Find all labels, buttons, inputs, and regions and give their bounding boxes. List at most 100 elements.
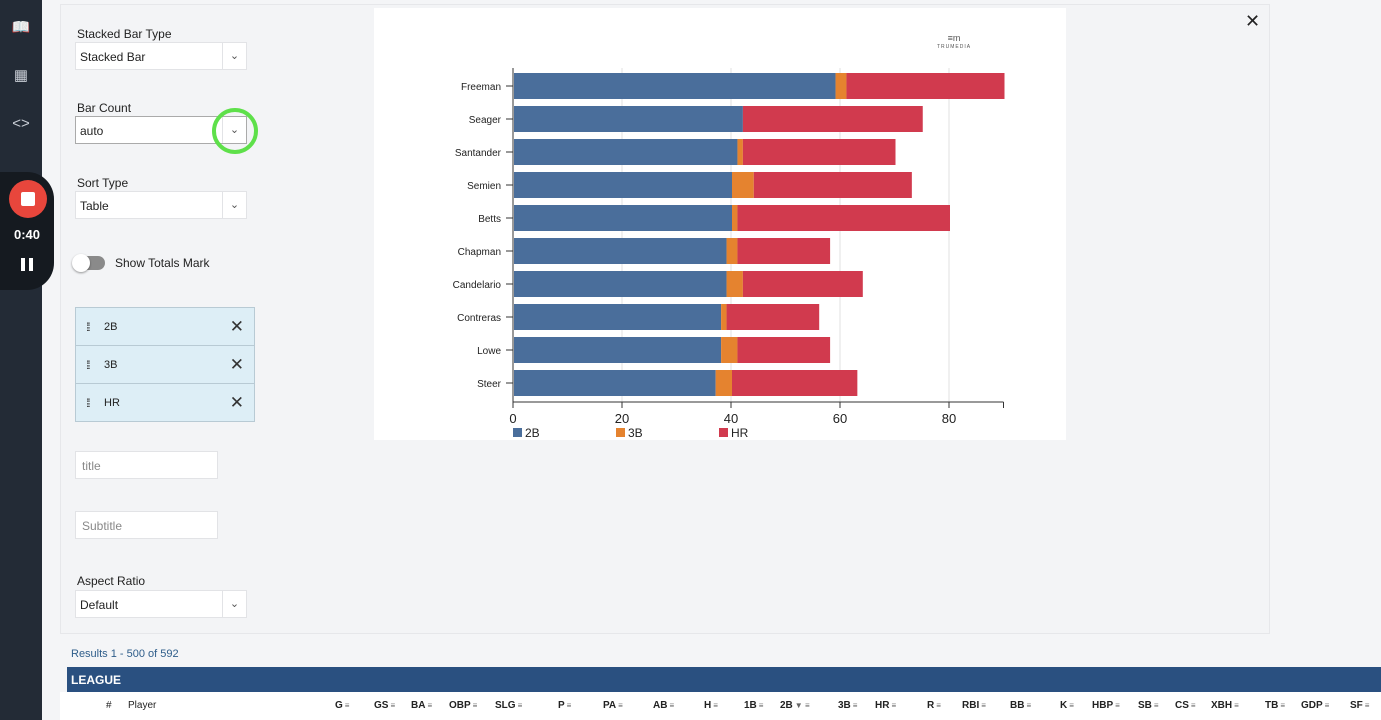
y-tick-label: Chapman [458, 247, 501, 258]
column-label: SLG [495, 700, 516, 711]
close-icon[interactable]: ✕ [229, 393, 244, 412]
bar-count-label: Bar Count [77, 101, 132, 115]
stop-recording-button[interactable] [9, 180, 47, 218]
show-totals-toggle[interactable] [72, 254, 105, 272]
column-header-gs[interactable]: GS ≡ [374, 700, 395, 711]
sort-icon[interactable]: ≡ [618, 701, 623, 710]
column-label: 2B [780, 700, 793, 711]
pause-recording-button[interactable] [21, 258, 33, 271]
bar-2b [514, 304, 722, 330]
sort-icon[interactable]: ≡ [758, 701, 764, 710]
sort-icon[interactable]: ≡ [981, 701, 986, 710]
column-header-k[interactable]: K ≡ [1060, 700, 1074, 711]
chevron-down-icon[interactable]: ⌄ [222, 43, 246, 69]
column-header-3b[interactable]: 3B ≡ [838, 700, 857, 711]
image-icon[interactable]: ▦ [13, 67, 29, 84]
sort-icon[interactable]: ≡ [936, 701, 941, 710]
column-label: G [335, 700, 343, 711]
column-header-cs[interactable]: CS ≡ [1175, 700, 1196, 711]
column-header-tb[interactable]: TB ≡ [1265, 700, 1285, 711]
bar-3b [721, 304, 727, 330]
sort-icon[interactable]: ≡ [1153, 701, 1159, 710]
sort-icon[interactable]: ≡ [891, 701, 897, 710]
column-header-num[interactable]: # [106, 700, 112, 711]
column-header-rbi[interactable]: RBI ≡ [962, 700, 986, 711]
series-chip[interactable]: ⁞⁞ 3B ✕ [75, 345, 255, 384]
sort-icon[interactable]: ≡ [390, 701, 396, 710]
sort-icon[interactable]: ≡ [669, 701, 675, 710]
column-header-bb[interactable]: BB ≡ [1010, 700, 1031, 711]
column-header-gdp[interactable]: GDP ≡ [1301, 700, 1329, 711]
column-header-slg[interactable]: SLG ≡ [495, 700, 522, 711]
close-icon[interactable]: ✕ [1245, 11, 1261, 31]
column-label: PA [603, 700, 617, 711]
book-icon[interactable]: 📖 [11, 19, 31, 36]
column-header-ab[interactable]: AB ≡ [653, 700, 674, 711]
x-tick-label: 40 [724, 411, 738, 426]
sort-type-value: Table [80, 199, 109, 213]
sort-desc-icon[interactable]: ▼ ≡ [794, 701, 810, 710]
series-chip[interactable]: ⁞⁞ HR ✕ [75, 383, 255, 422]
sort-icon[interactable]: ≡ [852, 701, 858, 710]
sort-icon[interactable]: ≡ [566, 701, 572, 710]
sort-icon[interactable]: ≡ [517, 701, 523, 710]
stacked-bar-chart: 0 20 40 60 80 Freeman Seager Santander Semien Bet… [453, 33, 1005, 440]
sort-icon[interactable]: ≡ [344, 701, 350, 710]
sort-icon[interactable]: ≡ [1364, 701, 1370, 710]
sort-icon[interactable]: ≡ [1324, 701, 1330, 710]
sort-icon[interactable]: ≡ [1069, 701, 1074, 710]
series-chip[interactable]: ⁞⁞ 2B ✕ [75, 307, 255, 346]
y-tick-label: Freeman [461, 82, 501, 93]
aspect-ratio-select[interactable]: Default ⌄ [75, 590, 247, 618]
chevron-down-icon[interactable]: ⌄ [222, 192, 246, 218]
x-tick-label: 80 [942, 411, 956, 426]
stacked-bar-type-select[interactable]: Stacked Bar ⌄ [75, 42, 247, 70]
column-header-p[interactable]: P ≡ [558, 700, 571, 711]
column-header-2b[interactable]: 2B ▼ ≡ [780, 700, 810, 711]
column-header-hr[interactable]: HR ≡ [875, 700, 896, 711]
column-header-ba[interactable]: BA ≡ [411, 700, 432, 711]
column-header-r[interactable]: R ≡ [927, 700, 941, 711]
sort-icon[interactable]: ≡ [1234, 701, 1239, 710]
series-name: HR [104, 397, 120, 409]
x-tick-label: 60 [833, 411, 847, 426]
column-label: GS [374, 700, 389, 711]
column-header-sb[interactable]: SB ≡ [1138, 700, 1159, 711]
column-label: AB [653, 700, 668, 711]
drag-handle-icon[interactable]: ⁞⁞ [86, 358, 90, 372]
chevron-down-icon[interactable]: ⌄ [222, 591, 246, 617]
column-label: CS [1175, 700, 1189, 711]
column-header-xbh[interactable]: XBH ≡ [1211, 700, 1239, 711]
bar-3b [726, 238, 738, 264]
column-header-player[interactable]: Player [128, 700, 156, 711]
left-toolbar: 📖 ▦ <> [0, 0, 42, 720]
bar-2b [514, 271, 727, 297]
column-header-sf[interactable]: SF ≡ [1350, 700, 1369, 711]
code-icon[interactable]: <> [12, 115, 30, 132]
column-header-hbp[interactable]: HBP ≡ [1092, 700, 1120, 711]
sort-icon[interactable]: ≡ [1115, 701, 1120, 710]
column-header-1b[interactable]: 1B ≡ [744, 700, 763, 711]
column-label: BA [411, 700, 426, 711]
subtitle-input[interactable]: Subtitle [75, 511, 218, 539]
sort-icon[interactable]: ≡ [1190, 701, 1196, 710]
sort-icon[interactable]: ≡ [713, 701, 718, 710]
screen-recorder: 0:40 [0, 172, 54, 290]
column-header-h[interactable]: H ≡ [704, 700, 718, 711]
column-header-g[interactable]: G ≡ [335, 700, 349, 711]
sort-icon[interactable]: ≡ [472, 701, 478, 710]
close-icon[interactable]: ✕ [229, 355, 244, 374]
column-header-pa[interactable]: PA ≡ [603, 700, 623, 711]
column-header-obp[interactable]: OBP ≡ [449, 700, 477, 711]
sort-icon[interactable]: ≡ [427, 701, 433, 710]
sort-icon[interactable]: ≡ [1280, 701, 1286, 710]
drag-handle-icon[interactable]: ⁞⁞ [86, 396, 90, 410]
title-input[interactable]: title [75, 451, 218, 479]
y-tick-label: Lowe [477, 346, 501, 357]
bar-2b [514, 172, 732, 198]
sort-icon[interactable]: ≡ [1026, 701, 1032, 710]
drag-handle-icon[interactable]: ⁞⁞ [86, 320, 90, 334]
column-label: OBP [449, 700, 471, 711]
sort-type-select[interactable]: Table ⌄ [75, 191, 247, 219]
close-icon[interactable]: ✕ [229, 317, 244, 336]
